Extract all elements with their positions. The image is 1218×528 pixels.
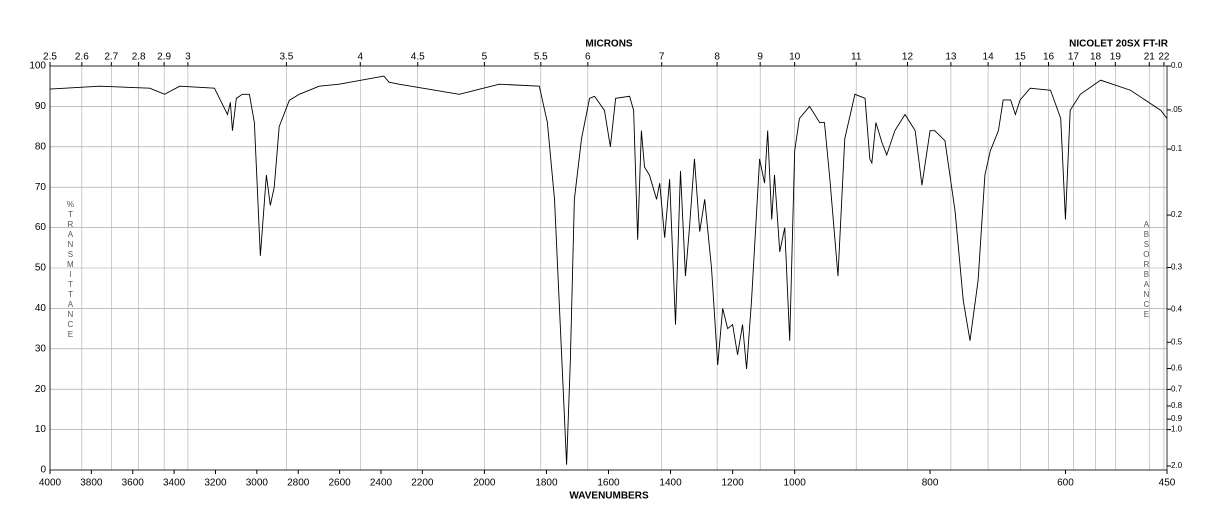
x-tick-label: 3200 [204, 478, 227, 489]
x-tick-label: 800 [922, 478, 939, 489]
y-tick-label: 100 [29, 61, 46, 72]
x2-tick-label: 3 [185, 52, 191, 63]
y2-tick-label: 0.8 [1171, 401, 1183, 410]
y2-tick-label: 0.6 [1171, 364, 1183, 373]
x2-tick-label: 17 [1068, 52, 1080, 63]
y2-axis-label: ABSORBANCE [1142, 220, 1151, 320]
x2-tick-label: 4 [357, 52, 363, 63]
x2-tick-label: 22 [1158, 52, 1170, 63]
x-tick-label: 4000 [39, 478, 62, 489]
y-tick-label: 50 [35, 263, 47, 274]
chart-title: NICOLET 20SX FT-IR [1069, 39, 1169, 50]
x2-tick-label: 15 [1015, 52, 1027, 63]
x-tick-label: 1400 [659, 478, 682, 489]
x-tick-label: 3400 [163, 478, 186, 489]
x2-tick-label: 7 [659, 52, 665, 63]
x-tick-label: 3800 [80, 478, 103, 489]
x-tick-label: 450 [1159, 478, 1176, 489]
x2-tick-label: 11 [851, 52, 862, 63]
x2-tick-label: 6 [585, 52, 591, 63]
y2-tick-label: 0.9 [1171, 414, 1183, 423]
y2-tick-label: 0.2 [1171, 210, 1183, 219]
y2-tick-label: .05 [1171, 105, 1183, 114]
y2-tick-label: 1.0 [1171, 425, 1183, 434]
x-tick-label: 1000 [784, 478, 807, 489]
y2-tick-label: 0.3 [1171, 263, 1183, 272]
y2-tick-label: 2.0 [1171, 461, 1183, 470]
y2-tick-label: 0.1 [1171, 144, 1183, 153]
x2-tick-label: 13 [945, 52, 957, 63]
x2-axis-label: MICRONS [585, 39, 633, 50]
y-tick-label: 0 [40, 465, 46, 476]
x-tick-label: 2800 [287, 478, 310, 489]
y-axis-label: %TRANSMITTANCE [66, 200, 75, 340]
x2-tick-label: 2.5 [43, 52, 57, 63]
x-tick-label: 2400 [370, 478, 393, 489]
x-tick-label: 2600 [328, 478, 351, 489]
x2-tick-label: 19 [1110, 52, 1122, 63]
y-tick-label: 60 [35, 222, 47, 233]
spectrum-line [49, 75, 1168, 465]
y2-tick-label: 0.7 [1171, 385, 1183, 394]
x2-tick-label: 14 [983, 52, 995, 63]
x2-tick-label: 2.9 [157, 52, 171, 63]
x2-tick-label: 9 [757, 52, 763, 63]
y-tick-label: 80 [35, 141, 47, 152]
x2-tick-label: 2.6 [75, 52, 89, 63]
x2-tick-label: 21 [1144, 52, 1156, 63]
x2-tick-label: 5.5 [534, 52, 548, 63]
x-tick-label: 3600 [122, 478, 145, 489]
y2-tick-label: 0.4 [1171, 304, 1183, 313]
x-tick-label: 2000 [473, 478, 496, 489]
x2-tick-label: 2.8 [132, 52, 146, 63]
x2-tick-label: 2.7 [104, 52, 118, 63]
x-tick-label: 2200 [411, 478, 434, 489]
x2-tick-label: 18 [1090, 52, 1102, 63]
x-tick-label: 1200 [721, 478, 744, 489]
y2-tick-label: 0.5 [1171, 337, 1183, 346]
y2-tick-label: 0.0 [1171, 61, 1183, 70]
y-tick-label: 10 [35, 424, 47, 435]
x2-tick-label: 5 [482, 52, 488, 63]
y-tick-label: 70 [35, 182, 47, 193]
y-tick-label: 20 [35, 384, 47, 395]
x-tick-label: 600 [1057, 478, 1074, 489]
y-tick-label: 90 [35, 101, 47, 112]
plot-frame [49, 65, 1168, 471]
x2-tick-label: 4.5 [411, 52, 425, 63]
x2-tick-label: 3.5 [279, 52, 293, 63]
x-tick-label: 3000 [246, 478, 269, 489]
x-tick-label: 1600 [597, 478, 620, 489]
y-tick-label: 40 [35, 303, 47, 314]
x2-tick-label: 16 [1043, 52, 1055, 63]
x2-tick-label: 12 [902, 52, 914, 63]
x-tick-label: 1800 [535, 478, 558, 489]
x2-tick-label: 10 [789, 52, 801, 63]
x2-tick-label: 8 [714, 52, 720, 63]
y-tick-label: 30 [35, 343, 47, 354]
x-axis-label: WAVENUMBERS [569, 491, 649, 502]
